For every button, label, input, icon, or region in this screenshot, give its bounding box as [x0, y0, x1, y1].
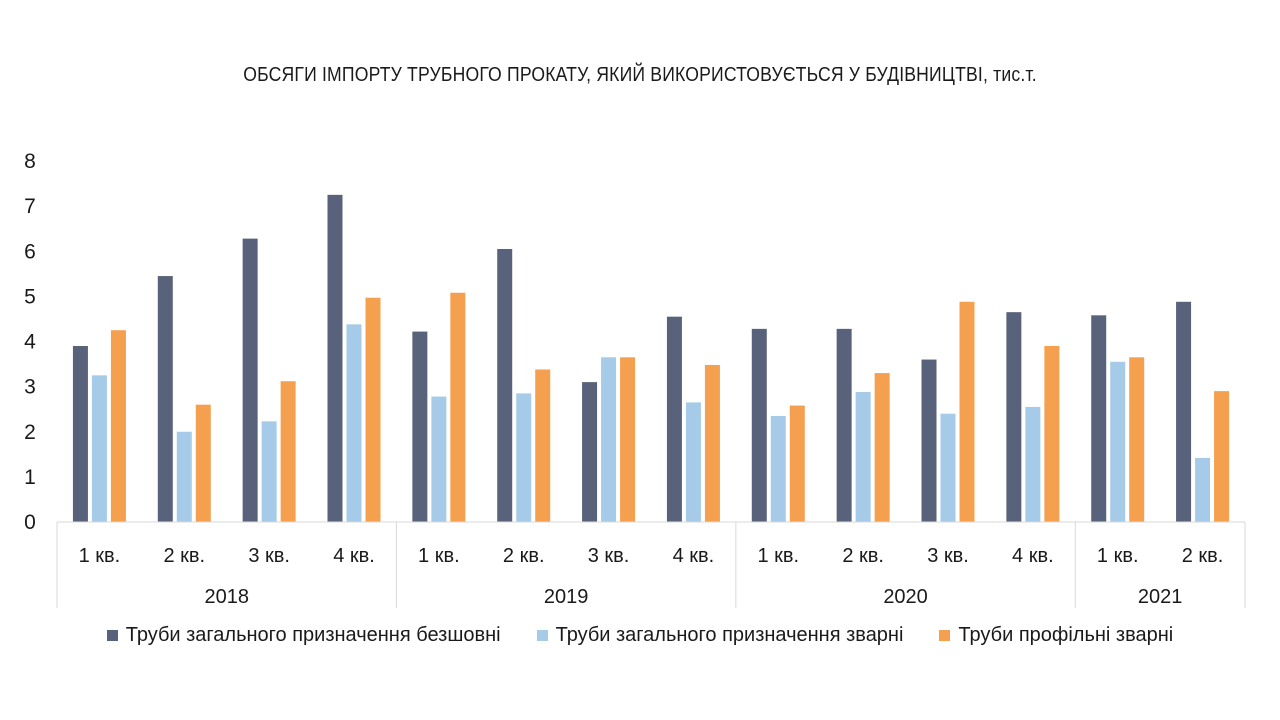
- legend-swatch: [106, 630, 118, 641]
- bar-series-2-cat-8: [685, 402, 701, 522]
- x-category-label: 2 кв.: [503, 545, 545, 567]
- x-category-label: 1 кв.: [418, 545, 460, 567]
- x-category-label: 2 кв.: [842, 545, 884, 567]
- x-category-label: 4 кв.: [333, 545, 375, 567]
- bar-series-3-cat-13: [1129, 357, 1145, 522]
- bar-series-1-cat-14: [1176, 301, 1192, 522]
- bar-series-2-cat-5: [431, 396, 447, 522]
- bar-series-3-cat-8: [704, 364, 720, 522]
- bar-series-3-cat-14: [1214, 391, 1230, 522]
- legend-item: Труби загального призначення зварні: [536, 624, 904, 647]
- x-category-label: 3 кв.: [927, 545, 969, 567]
- bar-series-3-cat-10: [874, 373, 890, 522]
- x-category-label: 2 кв.: [163, 545, 205, 567]
- bar-series-2-cat-12: [1025, 406, 1041, 522]
- x-group-label: 2021: [1138, 586, 1183, 608]
- bar-series-1-cat-6: [497, 248, 513, 522]
- y-tick-label: 1: [24, 466, 36, 489]
- legend-swatch: [939, 630, 951, 641]
- bar-series-2-cat-13: [1110, 361, 1126, 522]
- y-tick-label: 4: [24, 331, 36, 354]
- bar-series-1-cat-3: [242, 238, 258, 523]
- x-category-label: 1 кв.: [79, 545, 121, 567]
- legend-item: Труби загального призначення безшовні: [106, 624, 501, 647]
- bar-series-2-cat-10: [855, 392, 871, 522]
- y-tick-label: 8: [24, 150, 36, 173]
- legend-swatch: [536, 630, 548, 641]
- bar-series-3-cat-11: [959, 301, 975, 522]
- x-group-label: 2019: [544, 586, 589, 608]
- chart-title: ОБСЯГИ ІМПОРТУ ТРУБНОГО ПРОКАТУ, ЯКИЙ ВИ…: [243, 64, 1037, 86]
- y-tick-label: 7: [24, 195, 36, 218]
- y-tick-label: 5: [24, 285, 36, 308]
- bar-series-1-cat-5: [412, 331, 428, 522]
- bar-series-3-cat-1: [110, 330, 126, 522]
- x-group-label: 2020: [883, 586, 928, 608]
- bar-series-1-cat-13: [1091, 315, 1107, 522]
- bar-series-1-cat-9: [751, 328, 767, 522]
- legend-label: Труби загального призначення безшовні: [125, 624, 501, 646]
- bar-series-1-cat-1: [72, 346, 88, 522]
- bar-series-1-cat-2: [157, 276, 173, 522]
- x-category-label: 2 кв.: [1182, 545, 1224, 567]
- x-group-label: 2018: [204, 586, 249, 608]
- bar-series-2-cat-7: [601, 357, 617, 522]
- bar-series-1-cat-11: [921, 359, 937, 522]
- bar-series-2-cat-6: [516, 393, 532, 522]
- y-tick-label: 6: [24, 240, 36, 263]
- bar-series-3-cat-3: [280, 381, 296, 522]
- bar-series-2-cat-2: [176, 431, 192, 522]
- x-category-label: 1 кв.: [1097, 545, 1139, 567]
- legend-item: Труби профільні зварні: [939, 624, 1173, 647]
- bar-series-3-cat-9: [789, 405, 805, 522]
- y-tick-label: 3: [24, 376, 36, 399]
- y-tick-label: 0: [24, 511, 36, 534]
- x-category-label: 4 кв.: [673, 545, 715, 567]
- bar-series-2-cat-9: [770, 415, 786, 522]
- bar-series-1-cat-10: [836, 328, 852, 522]
- bar-series-2-cat-1: [91, 375, 107, 522]
- legend: Труби загального призначення безшовні Тру…: [0, 624, 1280, 647]
- x-category-label: 1 кв.: [757, 545, 799, 567]
- x-category-label: 3 кв.: [588, 545, 630, 567]
- bar-series-2-cat-11: [940, 413, 956, 522]
- bar-series-2-cat-3: [261, 421, 277, 522]
- bar-series-3-cat-12: [1044, 346, 1060, 522]
- bar-series-2-cat-4: [346, 324, 362, 522]
- x-category-label: 3 кв.: [248, 545, 290, 567]
- bar-series-3-cat-4: [365, 297, 381, 522]
- bar-series-1-cat-8: [666, 316, 682, 522]
- bar-series-1-cat-12: [1006, 312, 1022, 522]
- bar-series-1-cat-4: [327, 194, 343, 522]
- bar-series-2-cat-14: [1195, 457, 1211, 522]
- bar-series-3-cat-5: [450, 292, 466, 522]
- y-tick-label: 2: [24, 421, 36, 444]
- bar-series-3-cat-2: [195, 404, 211, 522]
- bar-series-1-cat-7: [582, 382, 598, 522]
- bar-series-3-cat-6: [535, 369, 551, 522]
- legend-label: Труби загального призначення зварні: [555, 624, 904, 646]
- x-category-label: 4 кв.: [1012, 545, 1054, 567]
- legend-label: Труби профільні зварні: [958, 624, 1174, 646]
- bar-series-3-cat-7: [620, 357, 636, 522]
